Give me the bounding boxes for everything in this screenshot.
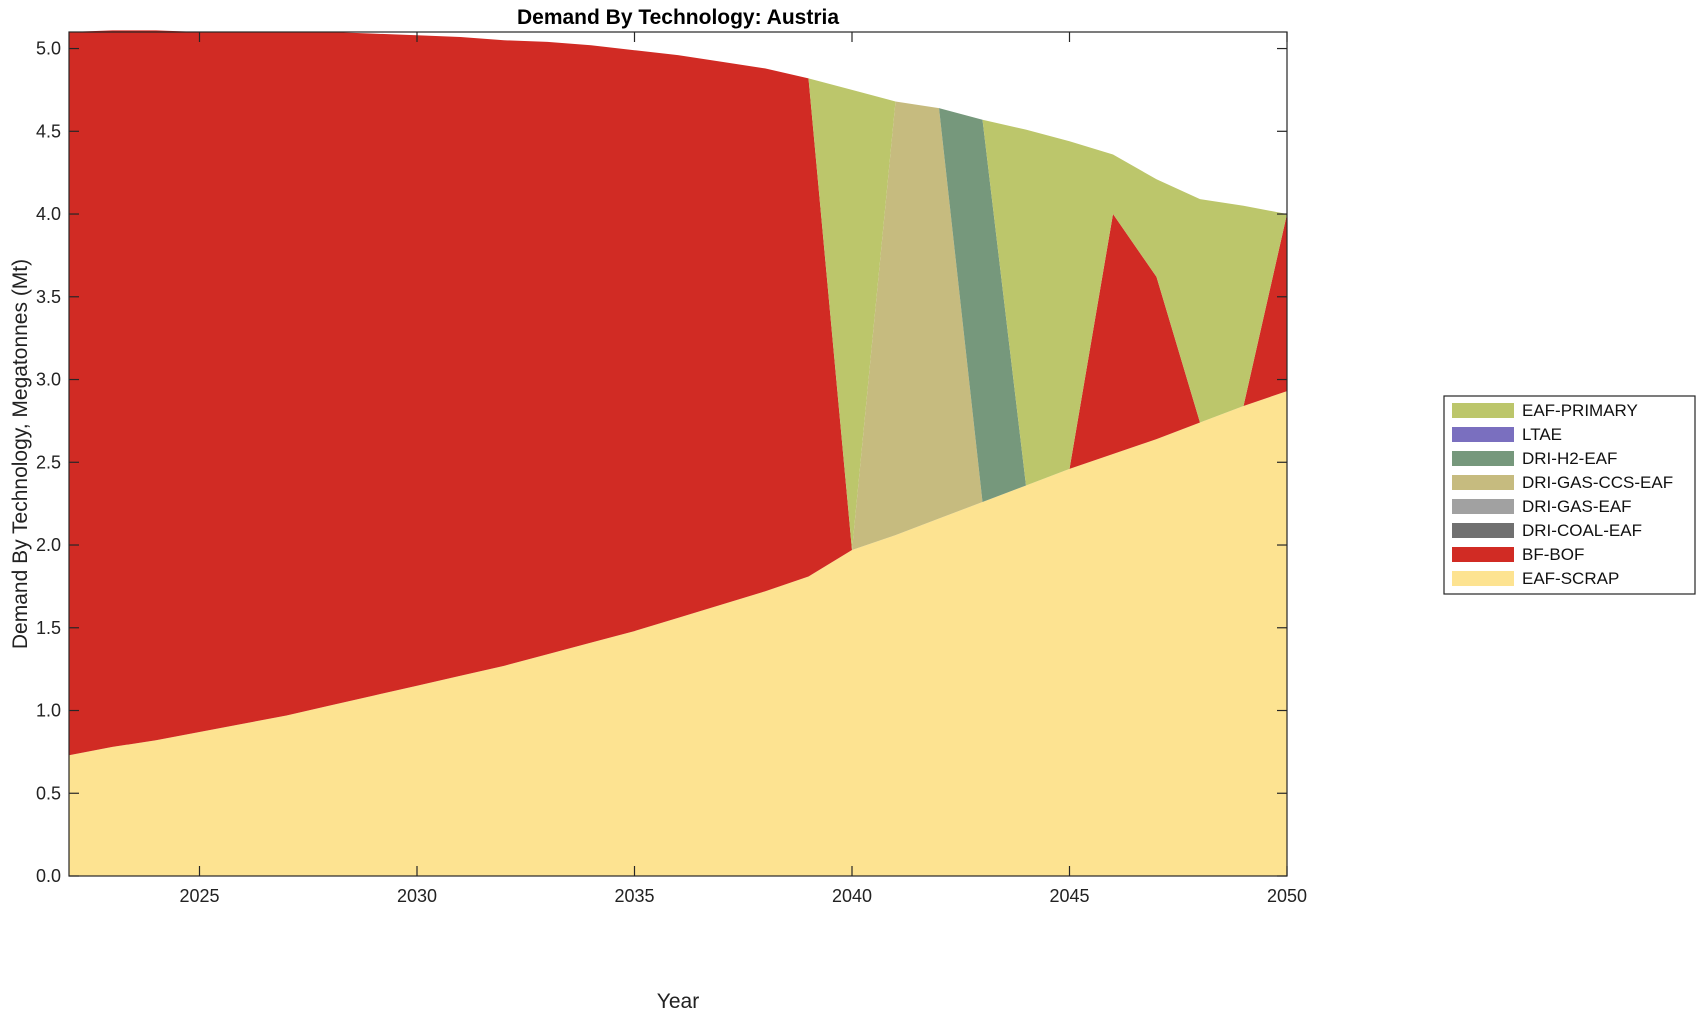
- x-tick-label: 2045: [1049, 886, 1089, 906]
- y-tick-label: 2.0: [36, 535, 61, 555]
- y-axis-label: Demand By Technology, Megatonnes (Mt): [9, 259, 32, 649]
- area-dri-h2-eaf: [69, 30, 1287, 550]
- legend-label: EAF-PRIMARY: [1522, 401, 1638, 420]
- legend-label: DRI-GAS-CCS-EAF: [1522, 473, 1673, 492]
- legend-label: DRI-GAS-EAF: [1522, 497, 1632, 516]
- y-axis-ticks: 0.0 0.5 1.0 1.5 2.0 2.5 3.0 3.5 4.0 4.5 5.0: [36, 39, 1287, 886]
- legend-label: LTAE: [1522, 425, 1562, 444]
- area-eaf-primary: [69, 30, 1287, 550]
- legend-label: DRI-H2-EAF: [1522, 449, 1617, 468]
- legend-swatch-dri-coal-eaf: [1452, 523, 1514, 538]
- y-tick-label: 3.0: [36, 370, 61, 390]
- legend-swatch-dri-h2-eaf: [1452, 451, 1514, 466]
- x-tick-label: 2025: [179, 886, 219, 906]
- y-tick-label: 4.0: [36, 204, 61, 224]
- x-axis-ticks: 2025 2030 2035 2040 2045 2050: [179, 32, 1307, 906]
- x-tick-label: 2035: [614, 886, 654, 906]
- area-bf-bof: [69, 30, 1287, 756]
- legend-label: BF-BOF: [1522, 545, 1584, 564]
- x-axis-label: Year: [657, 990, 699, 1013]
- legend-items: EAF-PRIMARY LTAE DRI-H2-EAF DRI-GAS-CCS-EAF…: [1452, 401, 1673, 588]
- legend: EAF-PRIMARY LTAE DRI-H2-EAF DRI-GAS-CCS-EAF…: [1443, 395, 1696, 595]
- x-tick-label: 2040: [832, 886, 872, 906]
- chart-title: Demand By Technology: Austria: [517, 6, 839, 29]
- x-tick-label: 2050: [1267, 886, 1307, 906]
- y-tick-label: 3.5: [36, 287, 61, 307]
- legend-label: DRI-COAL-EAF: [1522, 521, 1642, 540]
- y-tick-label: 1.0: [36, 701, 61, 721]
- plot-areas: [69, 30, 1287, 876]
- y-tick-label: 0.0: [36, 866, 61, 886]
- legend-swatch-eaf-scrap: [1452, 571, 1514, 586]
- axes-box: [68, 31, 1288, 877]
- y-tick-label: 4.5: [36, 121, 61, 141]
- legend-label: EAF-SCRAP: [1522, 569, 1619, 588]
- y-tick-label: 5.0: [36, 39, 61, 59]
- y-tick-label: 0.5: [36, 783, 61, 803]
- legend-swatch-dri-gas-ccs-eaf: [1452, 475, 1514, 490]
- legend-swatch-dri-gas-eaf: [1452, 499, 1514, 514]
- area-eaf-scrap: [69, 391, 1287, 876]
- y-tick-label: 1.5: [36, 618, 61, 638]
- y-tick-label: 2.5: [36, 452, 61, 472]
- legend-box: [1443, 395, 1696, 595]
- legend-swatch-ltae: [1452, 427, 1514, 442]
- legend-swatch-bf-bof: [1452, 547, 1514, 562]
- legend-swatch-eaf-primary: [1452, 403, 1514, 418]
- x-tick-label: 2030: [397, 886, 437, 906]
